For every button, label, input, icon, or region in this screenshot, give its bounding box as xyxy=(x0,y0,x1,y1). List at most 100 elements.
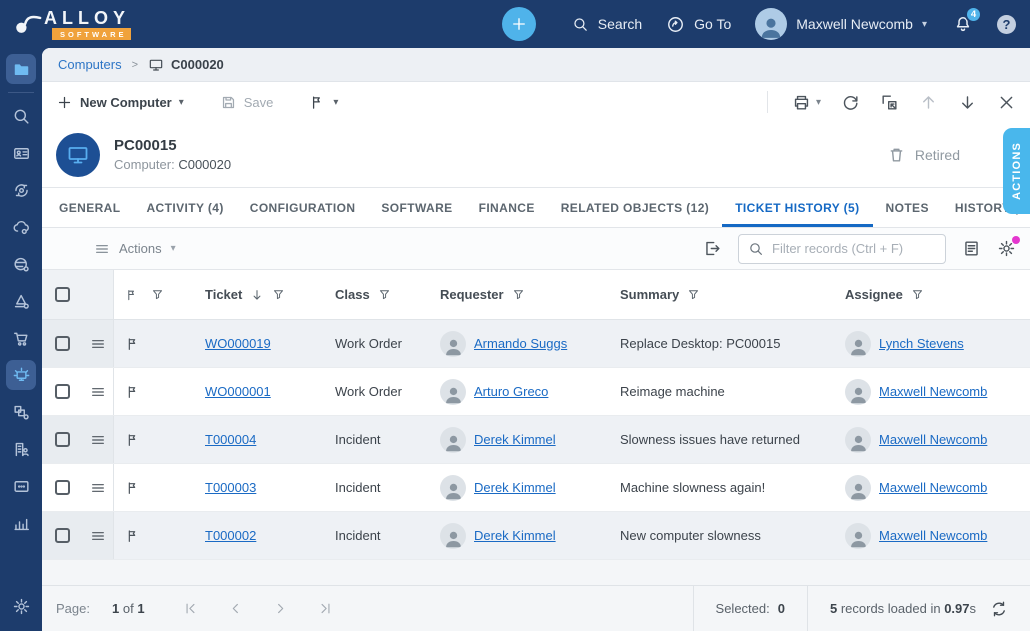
select-all-checkbox[interactable] xyxy=(54,287,70,302)
new-record-button[interactable] xyxy=(501,7,536,41)
row-menu-button[interactable] xyxy=(90,384,106,400)
tab-activity[interactable]: ACTIVITY (4) xyxy=(146,200,224,215)
refresh-icon xyxy=(841,93,860,112)
sidebar-item-settings[interactable] xyxy=(6,591,36,621)
row-flag-button[interactable] xyxy=(125,432,141,448)
new-computer-button[interactable]: New Computer ▾ xyxy=(56,94,184,111)
summary-filter-button[interactable] xyxy=(687,288,700,301)
row-checkbox[interactable] xyxy=(54,432,70,447)
row-checkbox[interactable] xyxy=(54,528,70,543)
person-icon xyxy=(848,432,869,453)
row-menu-button[interactable] xyxy=(90,480,106,496)
sidebar-item-assets[interactable] xyxy=(6,286,36,316)
assignee-link[interactable]: Maxwell Newcomb xyxy=(879,432,988,447)
tab-ticket-history[interactable]: TICKET HISTORY (5) xyxy=(722,188,872,227)
row-flag-button[interactable] xyxy=(125,480,141,496)
ticket-link[interactable]: T000004 xyxy=(205,432,257,447)
row-checkbox[interactable] xyxy=(54,480,70,495)
sidebar-item-cmdb[interactable] xyxy=(6,360,36,390)
dock-window-button[interactable] xyxy=(880,93,899,112)
tab-general[interactable]: GENERAL xyxy=(59,200,121,215)
assignee-link[interactable]: Maxwell Newcomb xyxy=(879,480,988,495)
ticket-filter-button[interactable] xyxy=(272,288,285,301)
row-checkbox[interactable] xyxy=(54,336,70,351)
actions-side-tab[interactable]: ACTIONS xyxy=(1003,128,1030,214)
next-page-button[interactable] xyxy=(273,601,288,616)
tab-notes[interactable]: NOTES xyxy=(885,200,929,215)
flag-icon xyxy=(125,384,141,400)
requester-link[interactable]: Derek Kimmel xyxy=(474,480,556,495)
ticket-link[interactable]: T000002 xyxy=(205,528,257,543)
first-page-button[interactable] xyxy=(183,601,198,616)
sidebar-item-contacts[interactable] xyxy=(6,138,36,168)
sidebar-item-reports[interactable] xyxy=(6,508,36,538)
assignee-link[interactable]: Maxwell Newcomb xyxy=(879,528,988,543)
column-header-requester[interactable]: Requester xyxy=(440,287,504,302)
sidebar-item-cloud-services[interactable] xyxy=(6,212,36,242)
help-button[interactable]: ? xyxy=(997,14,1016,34)
sidebar-item-service-desk[interactable] xyxy=(6,175,36,205)
assignee-link[interactable]: Maxwell Newcomb xyxy=(879,384,988,399)
requester-link[interactable]: Armando Suggs xyxy=(474,336,568,351)
requester-filter-button[interactable] xyxy=(512,288,525,301)
notifications-button[interactable]: 4 xyxy=(953,6,982,34)
row-menu-button[interactable] xyxy=(90,336,106,352)
refresh-button[interactable] xyxy=(841,93,860,112)
sort-descending-icon[interactable] xyxy=(250,288,264,302)
tab-configuration[interactable]: CONFIGURATION xyxy=(249,200,356,215)
breadcrumb-computers-link[interactable]: Computers xyxy=(58,57,122,72)
record-header: PC00015 Computer: C000020 Retired xyxy=(42,122,1030,188)
tab-finance[interactable]: FINANCE xyxy=(478,200,535,215)
class-filter-button[interactable] xyxy=(378,288,391,301)
actions-menu-button[interactable]: Actions ▾ xyxy=(94,241,176,257)
global-search-button[interactable]: Search xyxy=(572,16,642,33)
tab-related-objects[interactable]: RELATED OBJECTS (12) xyxy=(560,200,710,215)
flag-menu-button[interactable]: ▾ xyxy=(309,94,338,111)
column-header-assignee[interactable]: Assignee xyxy=(845,287,903,302)
previous-record-button[interactable] xyxy=(919,93,938,112)
next-record-button[interactable] xyxy=(958,93,977,112)
first-page-icon xyxy=(183,601,198,616)
summary-cell: Slowness issues have returned xyxy=(620,432,800,447)
ticket-link[interactable]: WO000019 xyxy=(205,336,271,351)
row-menu-button[interactable] xyxy=(90,528,106,544)
hamburger-icon xyxy=(90,480,106,496)
row-checkbox[interactable] xyxy=(54,384,70,399)
print-button[interactable]: ▾ xyxy=(792,93,821,112)
requester-link[interactable]: Derek Kimmel xyxy=(474,432,556,447)
column-header-summary[interactable]: Summary xyxy=(620,287,680,302)
sidebar-item-navigation[interactable] xyxy=(6,54,36,84)
sidebar-item-organization[interactable] xyxy=(6,434,36,464)
assignee-filter-button[interactable] xyxy=(911,288,924,301)
export-icon[interactable] xyxy=(703,239,722,258)
row-menu-button[interactable] xyxy=(90,432,106,448)
flag-filter-button[interactable] xyxy=(151,288,164,301)
ticket-link[interactable]: T000003 xyxy=(205,480,257,495)
sidebar-item-software[interactable] xyxy=(6,397,36,427)
tab-software[interactable]: SOFTWARE xyxy=(381,200,453,215)
save-button[interactable]: Save xyxy=(220,94,273,111)
sidebar-item-network[interactable] xyxy=(6,249,36,279)
column-header-class[interactable]: Class xyxy=(335,287,370,302)
reload-grid-button[interactable] xyxy=(990,600,1008,618)
requester-link[interactable]: Arturo Greco xyxy=(474,384,549,399)
sidebar-item-search[interactable] xyxy=(6,101,36,131)
last-page-button[interactable] xyxy=(318,601,333,616)
requester-link[interactable]: Derek Kimmel xyxy=(474,528,556,543)
close-button[interactable] xyxy=(997,93,1016,112)
user-menu[interactable]: Maxwell Newcomb ▾ xyxy=(755,8,927,40)
flag-column-button[interactable] xyxy=(125,288,139,302)
column-header-ticket[interactable]: Ticket xyxy=(205,287,243,302)
previous-page-button[interactable] xyxy=(228,601,243,616)
sidebar-item-purchasing[interactable] xyxy=(6,323,36,353)
grid-settings-button[interactable] xyxy=(997,236,1020,258)
goto-button[interactable]: Go To xyxy=(666,15,731,34)
ticket-link[interactable]: WO000001 xyxy=(205,384,271,399)
row-flag-button[interactable] xyxy=(125,384,141,400)
assignee-link[interactable]: Lynch Stevens xyxy=(879,336,964,351)
form-view-icon[interactable] xyxy=(962,239,981,258)
filter-records-input[interactable] xyxy=(738,233,946,264)
row-flag-button[interactable] xyxy=(125,528,141,544)
sidebar-item-documents[interactable] xyxy=(6,471,36,501)
row-flag-button[interactable] xyxy=(125,336,141,352)
